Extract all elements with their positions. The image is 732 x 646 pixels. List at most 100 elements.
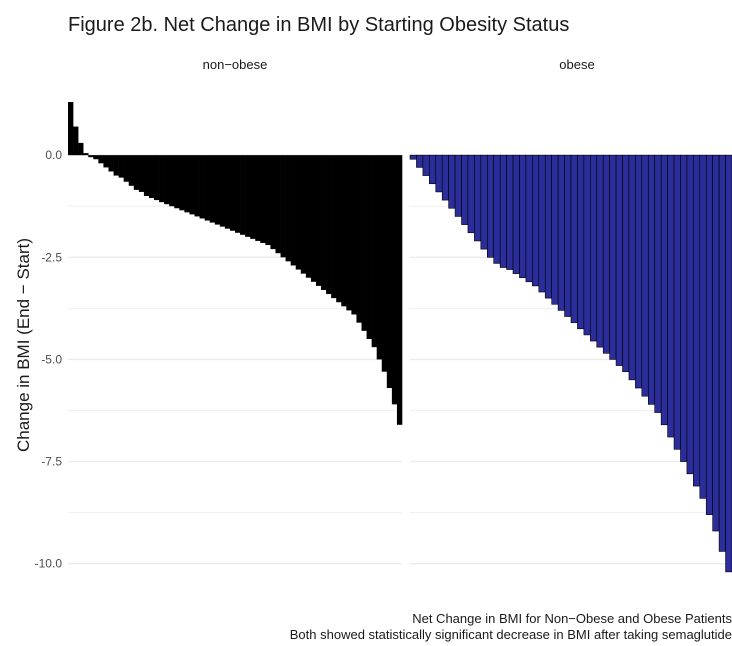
bar-obese — [699, 154, 707, 499]
bar-obese — [583, 154, 591, 336]
bar-non-obese — [179, 155, 185, 211]
bar-non-obese — [321, 155, 327, 290]
bar-obese — [602, 154, 610, 354]
bar-non-obese — [351, 155, 357, 315]
bar-obese — [577, 154, 585, 330]
y-tick-label: -10.0 — [35, 557, 63, 571]
bar-non-obese — [174, 155, 180, 209]
bar-obese — [609, 154, 617, 360]
bar-obese — [532, 154, 540, 287]
bar-obese — [686, 154, 694, 475]
bar-obese — [480, 154, 488, 250]
bar-non-obese — [346, 155, 352, 311]
bar-obese — [525, 154, 533, 283]
bar-obese — [519, 154, 527, 279]
bar-non-obese — [199, 155, 205, 219]
bar-obese — [673, 154, 681, 450]
bar-obese — [467, 154, 475, 234]
bar-non-obese — [270, 155, 276, 250]
bar-obese — [499, 154, 507, 268]
bar-obese — [718, 154, 726, 552]
bar-obese — [422, 154, 430, 176]
bar-obese — [622, 154, 630, 372]
bar-non-obese — [331, 155, 337, 299]
bar-non-obese — [214, 155, 221, 225]
caption-line-2: Both showed statistically significant de… — [289, 627, 732, 642]
bar-non-obese — [280, 155, 286, 258]
bar-non-obese — [235, 155, 241, 233]
bar-non-obese — [315, 155, 322, 286]
bar-obese — [693, 154, 701, 487]
bar-obese — [660, 154, 668, 426]
bar-obese — [474, 154, 482, 242]
bar-obese — [557, 154, 565, 311]
bar-non-obese — [285, 155, 291, 262]
bar-non-obese — [260, 155, 266, 243]
bar-non-obese — [275, 155, 281, 254]
bar-non-obese — [118, 155, 124, 178]
caption: Net Change in BMI for Non−Obese and Obes… — [290, 611, 732, 643]
y-tick-label: -2.5 — [41, 250, 62, 264]
bar-obese — [647, 154, 656, 405]
bar-non-obese — [108, 155, 114, 172]
bar-non-obese — [356, 155, 362, 323]
bar-non-obese — [169, 155, 175, 207]
bar-non-obese — [305, 155, 312, 278]
bar-obese — [596, 154, 604, 348]
bar-obese — [705, 154, 713, 515]
bar-non-obese — [133, 155, 140, 190]
bar-non-obese — [376, 155, 383, 360]
bar-non-obese — [88, 155, 94, 158]
bar-non-obese — [300, 155, 307, 274]
bar-non-obese — [184, 155, 190, 213]
bar-non-obese — [219, 155, 226, 227]
bar-non-obese — [138, 155, 145, 192]
bar-obese — [454, 154, 462, 217]
bar-non-obese — [103, 155, 109, 168]
bar-obese — [635, 154, 643, 389]
bar-non-obese — [189, 155, 195, 215]
bar-obese — [564, 154, 572, 317]
bar-non-obese — [295, 155, 302, 270]
bar-non-obese — [381, 155, 388, 372]
bar-obese — [486, 154, 495, 258]
facet-label-obese: obese — [559, 57, 595, 72]
bar-non-obese — [204, 155, 210, 221]
bar-non-obese — [371, 155, 377, 348]
bar-obese — [506, 154, 514, 270]
bar-non-obese — [154, 155, 160, 201]
bar-obese — [628, 154, 636, 381]
bar-non-obese — [68, 102, 74, 156]
bar-obese — [615, 154, 623, 366]
bar-non-obese — [310, 155, 317, 282]
bar-non-obese — [143, 155, 150, 197]
y-tick-label: -5.0 — [41, 352, 62, 366]
bar-non-obese — [336, 155, 342, 303]
bar-obese — [538, 154, 546, 293]
chart-title: Figure 2b. Net Change in BMI by Starting… — [68, 14, 570, 36]
bar-non-obese — [366, 155, 372, 339]
bar-non-obese — [123, 155, 130, 182]
y-tick-label: 0.0 — [45, 148, 62, 162]
bar-non-obese — [255, 155, 261, 241]
bar-obese — [448, 154, 456, 209]
bar-non-obese — [73, 126, 79, 156]
bar-non-obese — [290, 155, 297, 266]
bar-non-obese — [265, 155, 271, 246]
bar-non-obese — [245, 155, 251, 237]
bar-obese — [429, 154, 437, 185]
bar-obese — [544, 154, 552, 299]
bar-obese — [441, 154, 449, 201]
bar-non-obese — [78, 142, 84, 156]
bar-obese — [416, 154, 424, 168]
bar-non-obese — [229, 155, 236, 231]
bar-obese — [493, 154, 501, 264]
bar-non-obese — [83, 153, 89, 156]
bar-obese — [641, 154, 649, 397]
bar-non-obese — [209, 155, 216, 223]
bar-obese — [435, 154, 443, 193]
bar-non-obese — [326, 155, 332, 295]
bar-non-obese — [128, 155, 135, 186]
bar-non-obese — [250, 155, 256, 239]
